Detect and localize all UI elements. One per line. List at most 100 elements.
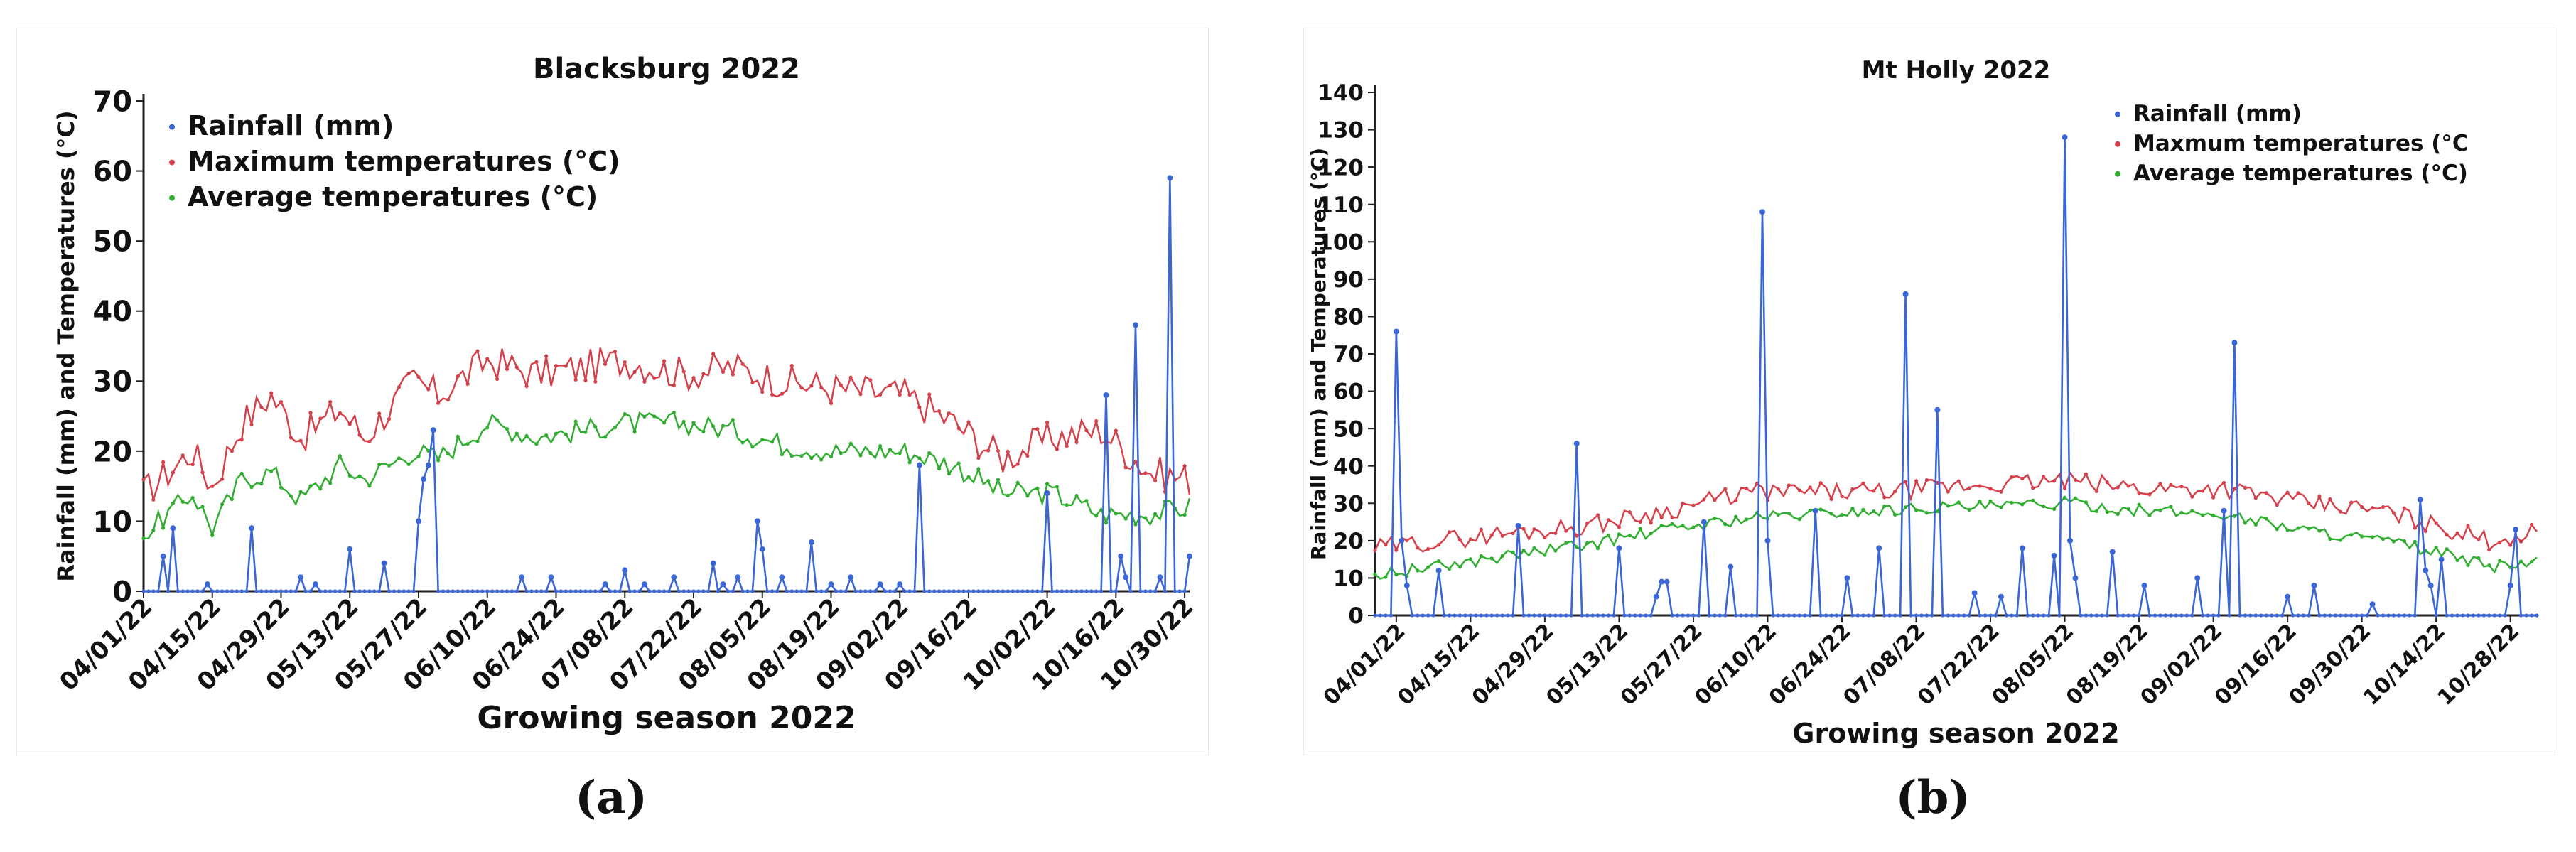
avg-temperature-point [151, 528, 156, 532]
max-temperature-point [2221, 480, 2226, 485]
rainfall-point [1590, 613, 1595, 618]
rainfall-point [200, 589, 205, 593]
rainfall-point [2349, 613, 2354, 618]
avg-temperature-point [1659, 523, 1664, 527]
rainfall-point [1776, 613, 1780, 618]
max-temperature-point [2169, 482, 2173, 487]
rainfall-point [834, 589, 839, 593]
rainfall-point [160, 553, 166, 559]
rainfall-point [1558, 613, 1563, 618]
max-temperature-point [848, 375, 853, 379]
rainfall-point [2317, 613, 2322, 618]
rainfall-point [338, 589, 343, 593]
rainfall-point [1435, 567, 1442, 573]
avg-temperature-point [652, 414, 657, 419]
rainfall-point [230, 589, 234, 593]
rainfall-point [451, 589, 455, 593]
rainfall-point [323, 589, 328, 593]
rainfall-point [402, 589, 406, 593]
rainfall-point [1696, 613, 1701, 618]
rainfall-point [2492, 613, 2496, 618]
rainfall-point [789, 589, 794, 593]
max-temperature-point [878, 392, 883, 397]
avg-temperature-line [143, 411, 1191, 539]
max-temperature-point [2232, 487, 2237, 491]
avg-temperature-point [1394, 572, 1399, 577]
avg-temperature-point [2275, 527, 2279, 532]
rainfall-point [2132, 613, 2136, 618]
max-temperature-point [2243, 485, 2247, 490]
rainfall-point [1887, 613, 1892, 618]
avg-temperature-point [2147, 513, 2152, 517]
rainfall-point [2535, 613, 2539, 618]
max-temperature-point [190, 462, 195, 467]
rainfall-point [2174, 613, 2178, 618]
avg-temperature-point [2116, 512, 2120, 517]
max-temperature-point [691, 376, 696, 380]
rainfall-point [1025, 589, 1030, 593]
avg-temperature-line [1374, 496, 2538, 580]
rainfall-point [2004, 613, 2009, 618]
rainfall-point [1015, 589, 1020, 593]
rainfall-point [1079, 589, 1084, 593]
avg-temperature-point [681, 419, 686, 424]
avg-temperature-point [642, 414, 647, 419]
rainfall-point [2339, 613, 2343, 618]
avg-temperature-point [1065, 503, 1069, 507]
rainfall-point [2206, 613, 2210, 618]
rainfall-point [1060, 589, 1064, 593]
rainfall-point [2184, 613, 2189, 618]
rainfall-point [534, 589, 539, 593]
max-temperature-point [328, 400, 333, 404]
rainfall-point [381, 560, 387, 566]
rainfall-point [490, 589, 495, 593]
avg-temperature-point [2349, 533, 2354, 537]
avg-temperature-point [917, 456, 922, 460]
rainfall-point [1718, 613, 1722, 618]
max-temperature-point [1829, 497, 1833, 502]
rainfall-point [632, 589, 637, 593]
max-temperature-point [1787, 483, 1791, 487]
max-temperature-point [1914, 479, 1919, 483]
avg-temperature-point [898, 451, 902, 455]
rainfall-point [583, 589, 588, 593]
rainfall-point [1474, 613, 1478, 618]
avg-temperature-point [947, 472, 951, 476]
max-temperature-point [564, 364, 568, 368]
avg-temperature-point [564, 432, 568, 436]
avg-temperature-point [328, 481, 333, 485]
max-temperature-point [446, 398, 451, 402]
rainfall-point [1638, 613, 1642, 618]
rainfall-point [500, 589, 505, 593]
avg-temperature-point [1829, 512, 1833, 516]
avg-temperature-point [760, 438, 765, 442]
avg-temperature-point [2477, 556, 2481, 561]
rainfall-point [2413, 613, 2417, 618]
rainfall-point [844, 589, 848, 593]
max-temperature-point [613, 350, 618, 354]
avg-temperature-point [966, 475, 971, 479]
avg-temperature-point [416, 454, 421, 458]
max-temperature-point [2360, 505, 2364, 509]
rainfall-point [1956, 613, 1961, 618]
avg-temperature-point [279, 485, 284, 490]
avg-temperature-point [1617, 532, 1622, 536]
max-temperature-point [2201, 489, 2205, 493]
rainfall-point [1114, 589, 1118, 593]
rainfall-point [1069, 589, 1074, 593]
rainfall-point [1468, 613, 1472, 618]
rainfall-point [799, 589, 804, 593]
rainfall-point [1132, 322, 1138, 328]
rainfall-point [328, 589, 333, 593]
avg-temperature-point [603, 435, 608, 439]
max-temperature-point [789, 364, 794, 368]
avg-temperature-point [858, 453, 863, 458]
rainfall-point [1946, 613, 1950, 618]
rainfall-point [2179, 613, 2184, 618]
legend-marker [2115, 141, 2120, 147]
max-temperature-point [740, 362, 745, 366]
rainfall-point [956, 589, 961, 593]
avg-temperature-point [937, 467, 942, 471]
rainfall-point [996, 589, 1001, 593]
max-temperature-point [1935, 480, 1939, 485]
